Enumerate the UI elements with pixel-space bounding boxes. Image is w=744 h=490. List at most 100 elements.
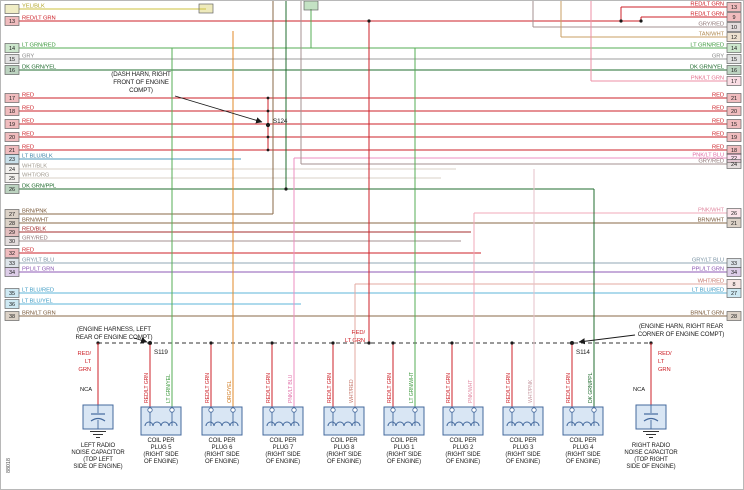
coil-caption: COIL PER — [450, 438, 478, 444]
pin-box-right — [726, 12, 742, 22]
wire-color-label: WHT/BLK — [22, 164, 47, 170]
wire-color-label: BRN/WHT — [22, 218, 49, 224]
wire-color-label: PNK/LT BLU — [692, 153, 724, 159]
junction-dot — [639, 19, 643, 23]
wire-color-label: RED — [712, 93, 724, 99]
pin-box-right — [726, 65, 742, 75]
capacitor-wire-label: LT — [85, 359, 92, 365]
wire-color-label: PNK/WHT — [698, 208, 725, 214]
pin-box-left — [4, 65, 20, 75]
coil-terminal — [390, 407, 396, 413]
wire-color-label: GRY/RED — [698, 22, 724, 28]
coil-body — [383, 406, 425, 436]
coil-terminal — [208, 407, 214, 413]
annotation-arrow — [174, 95, 263, 124]
pin-box-right — [726, 132, 742, 142]
coil-caption: PLUG 2 — [453, 445, 475, 451]
pin-box-right — [726, 218, 742, 228]
coil-control-wire-label: LT GRN/WHT — [409, 371, 415, 403]
wire-color-label: YEL/BLK — [22, 4, 45, 10]
pin-number: 13 — [9, 19, 15, 25]
pin-box-left — [4, 267, 20, 277]
pin-box-right — [726, 54, 742, 64]
wire-color-label: RED — [22, 248, 34, 254]
pin-number: 38 — [9, 314, 15, 320]
coil-terminal — [471, 407, 477, 413]
pin-number: 21 — [9, 148, 15, 154]
coil-body — [442, 406, 484, 436]
capacitor-caption: (TOP RIGHT — [634, 457, 668, 463]
coil-control-wire-label: LT GRN/YEL — [166, 374, 172, 403]
pin-box-right — [726, 153, 742, 163]
capacitor-caption: NOISE CAPACITOR — [71, 450, 125, 456]
coil-feed-wire-label: RED/LT GRN — [144, 373, 150, 403]
pin-number: 25 — [9, 176, 15, 182]
coil-caption: OF ENGINE) — [387, 459, 421, 465]
coil-feed-wire-label: RED/LT GRN — [266, 373, 272, 403]
wire-color-label: RED/LT GRN — [690, 2, 724, 8]
coil-control-wire-label: DK GRN/PPL — [588, 372, 594, 403]
capacitor-caption: SIDE OF ENGINE) — [626, 464, 675, 470]
nca-label: NCA — [80, 387, 92, 393]
junction-dot — [367, 19, 371, 23]
coil-feed-wire-label: RED/LT GRN — [327, 373, 333, 403]
coil-caption: (RIGHT SIDE — [386, 452, 421, 458]
pin-number: 13 — [731, 5, 737, 11]
capacitor-caption: SIDE OF ENGINE) — [73, 464, 122, 470]
pin-box-right — [726, 32, 742, 42]
coil-feed-wire-label: RED/LT GRN — [387, 373, 393, 403]
coil-control-wire-label: WHT/RED — [349, 379, 355, 403]
wire-color-label: RED — [22, 132, 34, 138]
coil-feed-wire-label: RED/LT GRN — [566, 373, 572, 403]
splice-label-s119: S119 — [154, 349, 168, 356]
pin-box-left — [4, 184, 20, 194]
pin-number: 17 — [731, 79, 737, 85]
pin-box-left — [4, 248, 20, 258]
coil-caption: PLUG 4 — [573, 445, 595, 451]
pin-number: 15 — [731, 122, 737, 128]
coil-caption: OF ENGINE) — [506, 459, 540, 465]
pin-box-left — [4, 236, 20, 246]
pin-box-right — [726, 208, 742, 218]
junction-dot — [331, 341, 335, 345]
wire-color-label: RED/LT GRN — [22, 16, 56, 22]
capacitor-curved-plate — [90, 417, 106, 422]
coil-caption: OF ENGINE) — [446, 459, 480, 465]
junction-dot — [510, 341, 514, 345]
junction-dot — [266, 135, 270, 139]
coil-caption: COIL PER — [270, 438, 298, 444]
wire-color-label: DK GRN/YEL — [690, 65, 725, 71]
junction-dot — [266, 109, 270, 113]
pin-box-right — [726, 93, 742, 103]
capacitor-caption: LEFT RADIO — [81, 443, 116, 449]
wire-color-label: RED/BLK — [22, 227, 46, 233]
coil-body — [201, 406, 243, 436]
capacitor-caption: NOISE CAPACITOR — [624, 450, 678, 456]
capacitor-caption: (TOP LEFT — [83, 457, 113, 463]
wire-color-label: RED — [712, 132, 724, 138]
pin-number: 20 — [9, 135, 15, 141]
coil-caption: OF ENGINE) — [205, 459, 239, 465]
coil-terminal — [291, 407, 297, 413]
wire-color-label: RED — [22, 145, 34, 151]
coil-caption: COIL PER — [331, 438, 359, 444]
annotation-text: FRONT OF ENGINE — [113, 79, 168, 86]
pin-box-right — [726, 43, 742, 53]
wire-color-label: PNK/LT GRN — [691, 76, 724, 82]
pin-number: 28 — [9, 221, 15, 227]
coil-caption: (RIGHT SIDE — [565, 452, 600, 458]
junction-dot — [266, 96, 270, 100]
coil-feed-wire-label: RED/LT GRN — [506, 373, 512, 403]
coil-terminal — [531, 407, 537, 413]
coil-feed-wire-label: RED/LT GRN — [446, 373, 452, 403]
pin-number: 12 — [731, 35, 737, 41]
coil-caption: COIL PER — [391, 438, 419, 444]
wire-color-label: PPL/LT GRN — [692, 267, 724, 273]
junction-dot — [367, 341, 371, 345]
wire-color-label: RED — [22, 119, 34, 125]
junction-dot — [209, 341, 213, 345]
wire-color-label: GRY — [712, 54, 724, 60]
pin-box-left — [4, 54, 20, 64]
